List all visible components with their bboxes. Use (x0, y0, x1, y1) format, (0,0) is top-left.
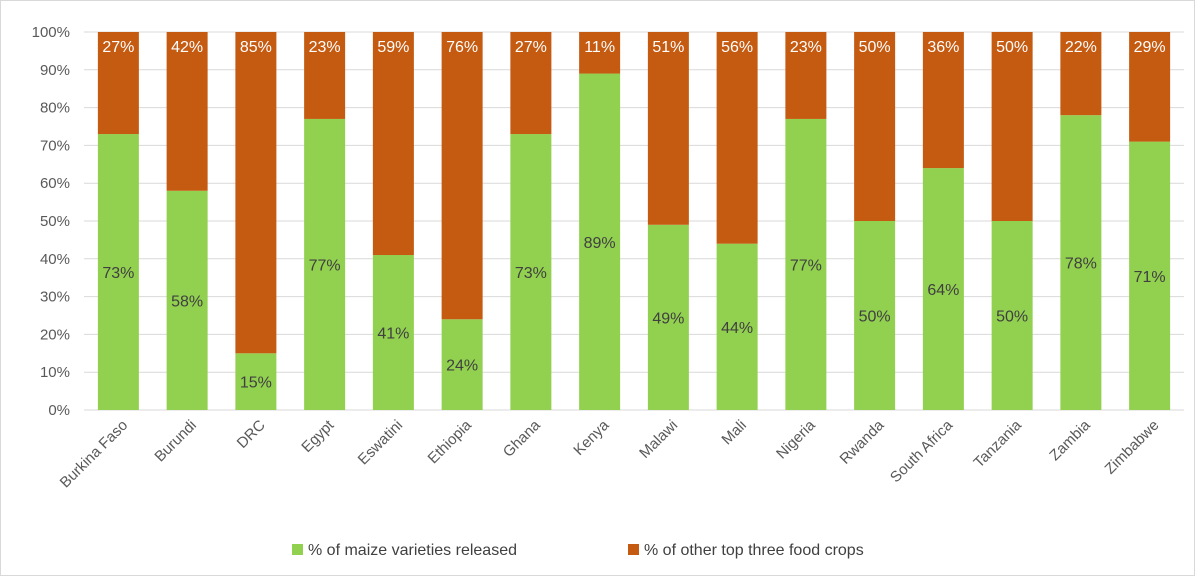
bar-segment (1129, 141, 1171, 410)
bar-segment (235, 32, 277, 354)
data-label: 23% (790, 39, 822, 56)
data-label: 76% (446, 39, 478, 56)
data-label: 24% (446, 358, 478, 375)
y-tick-label: 60% (40, 175, 70, 192)
legend-swatch (292, 544, 303, 555)
y-tick-label: 50% (40, 213, 70, 230)
y-tick-label: 40% (40, 251, 70, 268)
data-label: 44% (721, 320, 753, 337)
bar-segment (304, 118, 346, 410)
bar-segment (785, 32, 827, 119)
data-label: 41% (377, 326, 409, 343)
legend-label: % of other top three food crops (644, 542, 864, 559)
y-axis-ticks: 0% 10% 20% 30% 40% 50% 60% 70% 80% 90% 100% (32, 24, 70, 419)
data-label: 71% (1134, 269, 1166, 286)
legend: % of maize varieties released % of other … (292, 542, 864, 559)
bar-segment (716, 32, 758, 244)
data-label: 58% (171, 293, 203, 310)
bars (97, 32, 1171, 410)
data-label: 29% (1134, 39, 1166, 56)
data-label: 36% (927, 39, 959, 56)
bar-segment (991, 221, 1033, 410)
y-tick-label: 100% (32, 24, 70, 41)
data-label: 56% (721, 39, 753, 56)
y-tick-label: 80% (40, 100, 70, 117)
data-label: 59% (377, 39, 409, 56)
legend-label: % of maize varieties released (308, 542, 517, 559)
data-label: 23% (309, 39, 341, 56)
data-label: 42% (171, 39, 203, 56)
bar-segment (97, 134, 139, 410)
bar-segment (785, 118, 827, 410)
bar-segment (647, 224, 689, 410)
bar-segment (510, 32, 552, 135)
data-label: 64% (927, 282, 959, 299)
bar-segment (1060, 115, 1102, 410)
bar-segment (166, 32, 208, 191)
bar-segment (922, 168, 964, 410)
data-label: 50% (859, 309, 891, 326)
bar-segment (647, 32, 689, 225)
bar-segment (510, 134, 552, 410)
data-label: 15% (240, 375, 272, 392)
bar-segment (166, 190, 208, 410)
bar-segment (304, 32, 346, 119)
bar-segment (372, 32, 414, 256)
data-label: 11% (584, 39, 615, 56)
bar-segment (97, 32, 139, 135)
bar-segment (1060, 32, 1102, 116)
bar-segment (991, 32, 1033, 221)
bar-segment (716, 243, 758, 410)
bar-segment (854, 32, 896, 221)
data-label: 73% (515, 265, 547, 282)
y-tick-label: 0% (48, 402, 70, 419)
bar-segment (579, 73, 621, 410)
data-label: 50% (859, 39, 891, 56)
data-labels: 73% 27% 58% 42% 15% 85% 77% 23% 41% 59% 24% 76% 73% 2… (102, 39, 1165, 392)
bar-segment (441, 319, 483, 410)
data-label: 78% (1065, 256, 1097, 273)
y-tick-label: 70% (40, 137, 70, 154)
data-label: 27% (515, 39, 547, 56)
data-label: 22% (1065, 39, 1097, 56)
bar-segment (579, 32, 621, 74)
bar-segment (1129, 32, 1171, 142)
data-label: 49% (652, 310, 684, 327)
bar-segment (922, 32, 964, 169)
data-label: 77% (309, 257, 341, 274)
data-label: 73% (102, 265, 134, 282)
bar-segment (235, 353, 277, 410)
data-label: 50% (996, 309, 1028, 326)
y-tick-label: 10% (40, 364, 70, 381)
data-label: 89% (584, 235, 616, 252)
data-label: 77% (790, 257, 822, 274)
legend-swatch (628, 544, 639, 555)
data-label: 51% (652, 39, 684, 56)
y-tick-label: 20% (40, 326, 70, 343)
data-label: 50% (996, 39, 1028, 56)
data-label: 27% (102, 39, 134, 56)
data-label: 85% (240, 39, 272, 56)
y-tick-label: 30% (40, 289, 70, 306)
y-tick-label: 90% (40, 62, 70, 79)
bar-segment (372, 255, 414, 410)
bar-segment (854, 221, 896, 410)
bar-segment (441, 32, 483, 320)
